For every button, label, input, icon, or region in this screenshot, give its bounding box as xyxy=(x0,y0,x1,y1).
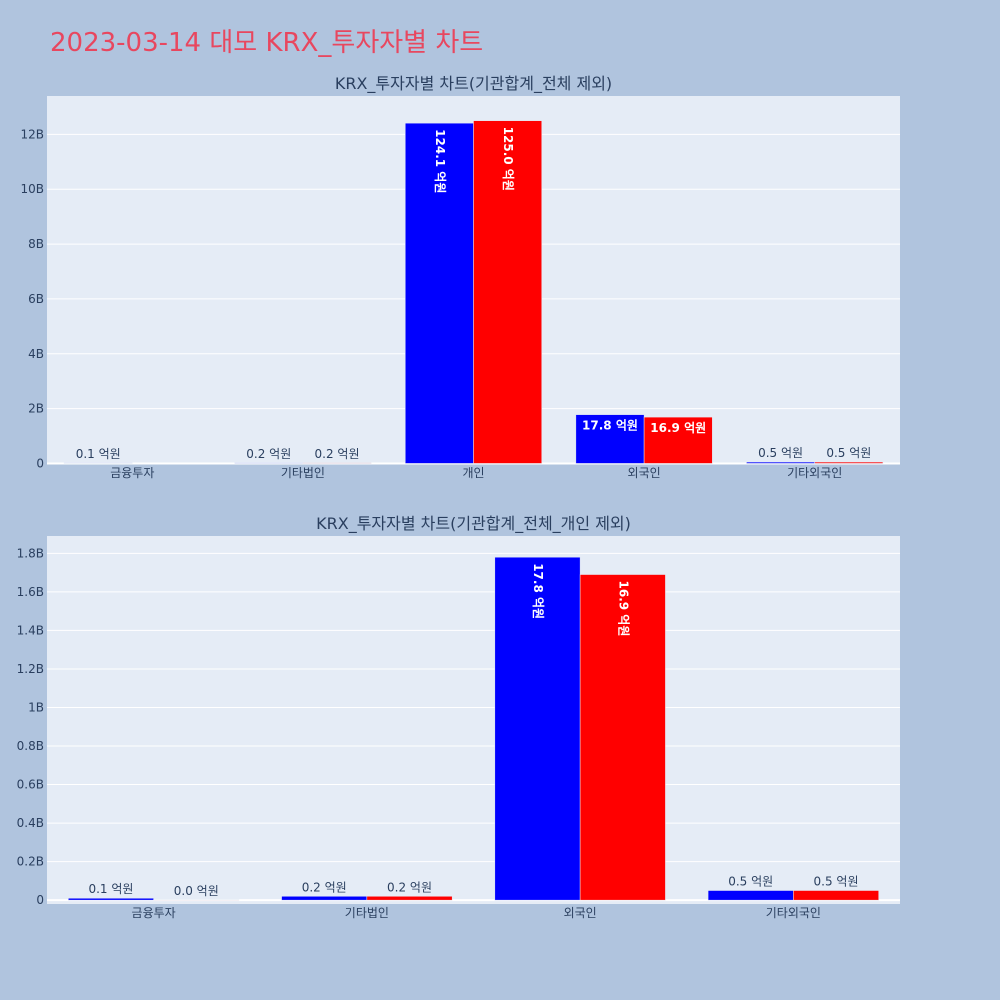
bar-value-label: 16.9 억원 xyxy=(616,581,630,637)
page-title: 2023-03-14 대모 KRX_투자자별 차트 xyxy=(50,28,484,58)
bar xyxy=(302,462,372,464)
y-tick-label: 0.2B xyxy=(17,855,44,869)
bar-value-label: 0.5 억원 xyxy=(814,875,859,889)
bar xyxy=(63,462,133,464)
bar xyxy=(234,462,304,464)
chart-title: KRX_투자자별 차트(기관합계_전체_개인 제외) xyxy=(316,514,631,534)
bar xyxy=(68,897,154,901)
bar-value-label: 0.2 억원 xyxy=(246,447,291,461)
bar-value-label: 0.5 억원 xyxy=(728,875,773,889)
bar xyxy=(473,120,542,464)
bar-value-label: 0.5 억원 xyxy=(758,446,803,460)
x-tick-label: 개인 xyxy=(462,466,484,480)
bar-value-label: 17.8 억원 xyxy=(582,419,638,433)
bar xyxy=(494,556,581,901)
y-tick-label: 0.8B xyxy=(17,739,44,753)
x-tick-label: 외국인 xyxy=(564,906,597,920)
x-tick-label: 금융투자 xyxy=(110,466,154,480)
bar-value-label: 0.0 억원 xyxy=(174,884,219,898)
x-tick-label: 금융투자 xyxy=(132,906,176,920)
plot-area xyxy=(47,536,900,904)
bar xyxy=(793,890,879,901)
y-tick-label: 0 xyxy=(36,456,44,470)
bar-value-label: 0.2 억원 xyxy=(315,447,360,461)
bar xyxy=(153,899,240,901)
bar-value-label: 124.1 억원 xyxy=(433,129,447,193)
bar-value-label: 17.8 억원 xyxy=(531,563,545,619)
bar-value-label: 0.5 억원 xyxy=(826,446,871,460)
x-tick-label: 기타외국인 xyxy=(787,466,842,480)
bar-value-label: 0.1 억원 xyxy=(76,447,121,461)
bar xyxy=(579,574,666,901)
bar-value-label: 0.2 억원 xyxy=(302,880,347,894)
y-tick-label: 2B xyxy=(28,402,44,416)
bar xyxy=(575,414,645,464)
y-tick-label: 1B xyxy=(28,700,44,714)
y-tick-label: 0.6B xyxy=(17,778,44,792)
x-tick-label: 기타외국인 xyxy=(766,906,821,920)
bar xyxy=(814,461,884,464)
bar xyxy=(746,461,815,464)
y-tick-label: 1.6B xyxy=(17,585,44,599)
y-tick-label: 6B xyxy=(28,292,44,306)
y-tick-label: 8B xyxy=(28,237,44,251)
y-tick-label: 1.8B xyxy=(17,546,44,560)
bar xyxy=(366,896,453,901)
y-tick-label: 0 xyxy=(36,893,44,907)
x-tick-label: 기타법인 xyxy=(281,466,325,480)
y-tick-label: 4B xyxy=(28,347,44,361)
x-tick-label: 외국인 xyxy=(628,466,661,480)
bar-value-label: 0.2 억원 xyxy=(387,880,432,894)
x-tick-label: 기타법인 xyxy=(345,906,389,920)
bar xyxy=(707,890,794,901)
chart-title: KRX_투자자별 차트(기관합계_전체 제외) xyxy=(335,74,612,94)
bar xyxy=(281,896,368,901)
y-tick-label: 0.4B xyxy=(17,816,44,830)
bar-value-label: 16.9 억원 xyxy=(650,421,706,435)
bar-value-label: 125.0 억원 xyxy=(501,127,515,191)
bar-value-label: 0.1 억원 xyxy=(88,882,133,896)
y-tick-label: 10B xyxy=(20,182,44,196)
y-tick-label: 1.4B xyxy=(17,623,44,637)
bar xyxy=(643,416,713,464)
bar xyxy=(405,122,474,464)
y-tick-label: 12B xyxy=(20,127,44,141)
y-tick-label: 1.2B xyxy=(17,662,44,676)
